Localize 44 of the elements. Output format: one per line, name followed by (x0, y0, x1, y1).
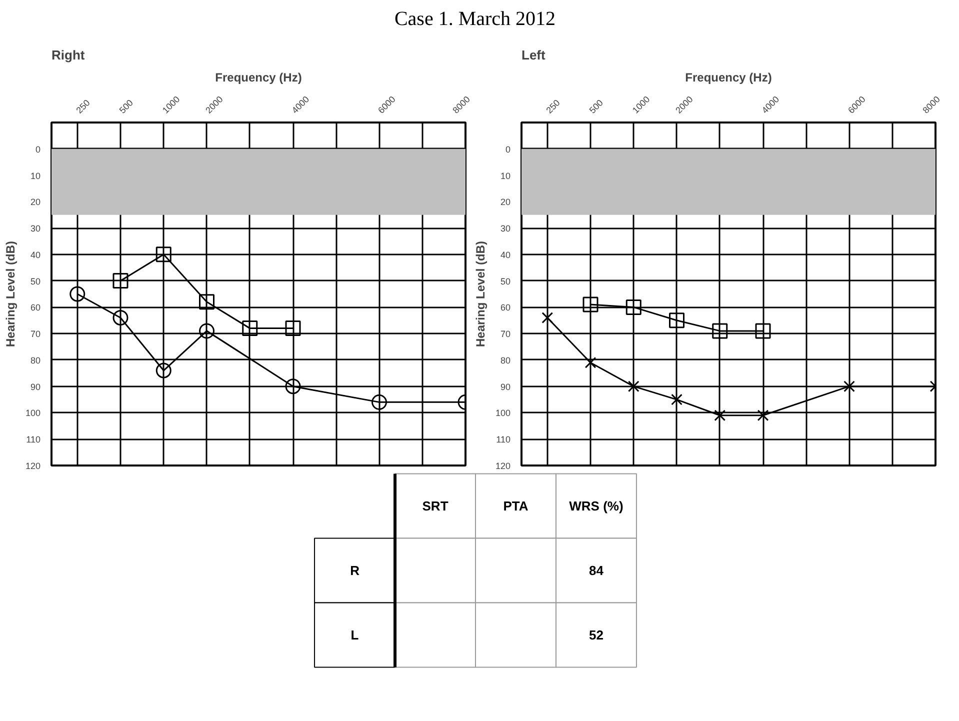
x-tick-label: 250 (74, 98, 92, 116)
y-tick-label: 80 (30, 355, 41, 366)
y-tick-label: 10 (30, 170, 41, 181)
data-label: 84 (589, 563, 604, 578)
x-axis-title: Frequency (Hz) (215, 70, 302, 84)
y-tick-label: 70 (500, 329, 511, 340)
y-tick-label: 90 (30, 382, 41, 392)
y-tick-label: R (350, 563, 360, 578)
y-tick-label: 50 (500, 276, 511, 286)
y-tick-label: 60 (30, 302, 41, 313)
y-tick-label: 0 (35, 144, 41, 154)
x-tick-label: 500 (117, 98, 136, 116)
y-axis-title: Hearing Level (dB) (3, 240, 18, 348)
y-tick-label: L (350, 628, 359, 643)
text: Case 1. March 2012 (394, 7, 556, 32)
y-tick-label: 20 (30, 197, 41, 208)
y-tick-label: 50 (30, 276, 41, 286)
y-tick-label: 20 (500, 197, 511, 208)
chart-title: Left (522, 48, 546, 62)
y-axis-title: Hearing Level (dB) (473, 240, 488, 348)
y-tick-label: 30 (500, 224, 511, 234)
chart-title: Right (52, 48, 86, 62)
y-tick-label: 10 (500, 170, 511, 181)
x-tick-label: SRT (422, 498, 448, 514)
y-tick-label: 80 (500, 355, 511, 366)
x-axis-title: Frequency (Hz) (685, 70, 772, 84)
y-tick-label: 30 (30, 224, 41, 234)
y-tick-label: 100 (495, 408, 511, 418)
y-tick-label: 100 (25, 408, 41, 418)
data-label: 52 (589, 628, 604, 643)
x-tick-label: 500 (587, 98, 606, 116)
y-tick-label: 40 (30, 250, 41, 260)
y-tick-label: 0 (505, 144, 511, 154)
x-tick-label: PTA (503, 498, 529, 514)
y-tick-label: 70 (30, 329, 41, 340)
x-tick-label: 250 (544, 98, 562, 116)
y-tick-label: 110 (496, 434, 511, 445)
y-tick-label: 60 (500, 302, 511, 313)
y-tick-label: 40 (500, 250, 511, 260)
y-tick-label: 120 (25, 461, 41, 471)
x-tick-label: WRS (%) (569, 498, 624, 514)
y-tick-label: 110 (26, 434, 41, 445)
y-tick-label: 120 (495, 461, 511, 471)
y-tick-label: 90 (500, 382, 511, 392)
